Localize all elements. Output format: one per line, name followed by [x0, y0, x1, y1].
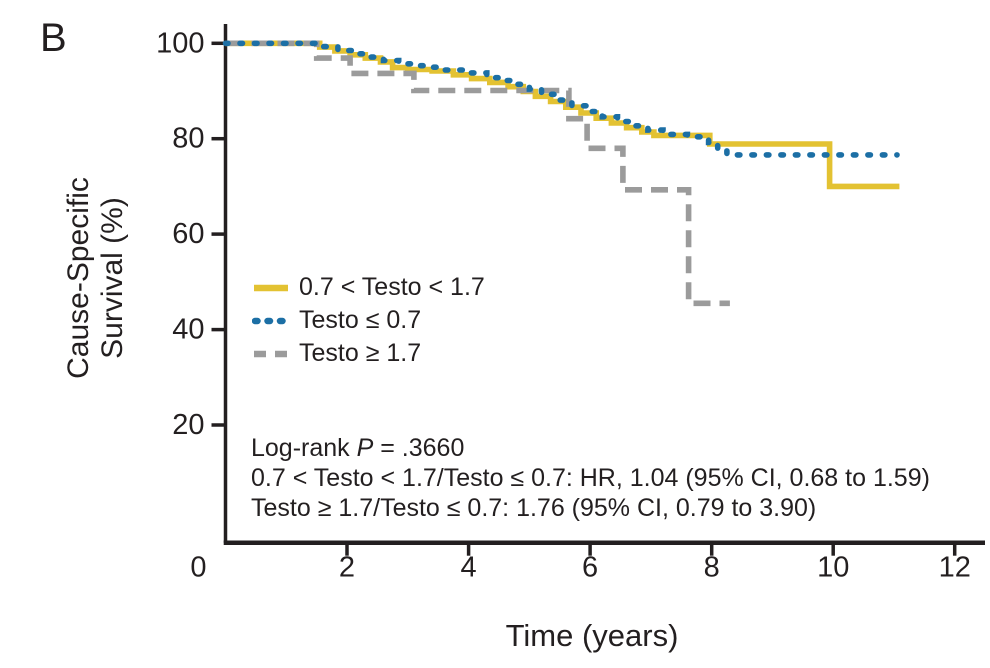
x-tick-label: 2 [339, 552, 355, 584]
logrank-value: = .3660 [373, 434, 465, 462]
chart-legend: 0.7 < Testo < 1.7 Testo ≤ 0.7 Testo ≥ 1.… [252, 271, 485, 370]
legend-item-low-testo: Testo ≤ 0.7 [252, 304, 485, 337]
logrank-line: Log-rank P = .3660 [251, 433, 930, 463]
y-tick-label: 60 [172, 218, 204, 250]
legend-label: Testo ≥ 1.7 [299, 339, 422, 367]
x-tick-label: 8 [704, 552, 720, 584]
x-tick-label: 10 [817, 552, 849, 584]
legend-label: Testo ≤ 0.7 [299, 306, 422, 334]
logrank-p-symbol: P [356, 434, 374, 462]
x-tick-label: 12 [939, 552, 971, 584]
x-axis-title: Time (years) [505, 618, 679, 653]
series-curve-0 [225, 40, 900, 190]
legend-swatch-dotted-blue [252, 317, 290, 324]
hr-line-high-vs-low: Testo ≥ 1.7/Testo ≤ 0.7: 1.76 (95% CI, 0… [251, 494, 817, 522]
y-tick-label: 20 [172, 409, 204, 441]
series-curve-2 [225, 40, 730, 307]
legend-label: 0.7 < Testo < 1.7 [299, 273, 485, 301]
x-tick-label: 6 [582, 552, 598, 584]
y-tick-label: 100 [156, 27, 204, 59]
series-curve-1 [222, 40, 900, 158]
logrank-prefix: Log-rank [251, 434, 357, 462]
legend-item-high-testo: Testo ≥ 1.7 [252, 337, 485, 370]
legend-swatch-dashed-gray [254, 350, 288, 357]
legend-item-mid-testo: 0.7 < Testo < 1.7 [252, 271, 485, 304]
panel-letter: B [40, 16, 67, 60]
legend-swatch-solid-yellow [254, 284, 288, 291]
hr-line-mid-vs-low: 0.7 < Testo < 1.7/Testo ≤ 0.7: HR, 1.04 … [251, 464, 930, 492]
x-tick-label: 4 [461, 552, 477, 584]
x-tick-label: 0 [190, 552, 206, 584]
y-tick-label: 80 [172, 123, 204, 155]
y-tick-label: 40 [172, 314, 204, 346]
statistics-annotation: Log-rank P = .3660 0.7 < Testo < 1.7/Tes… [251, 433, 930, 523]
